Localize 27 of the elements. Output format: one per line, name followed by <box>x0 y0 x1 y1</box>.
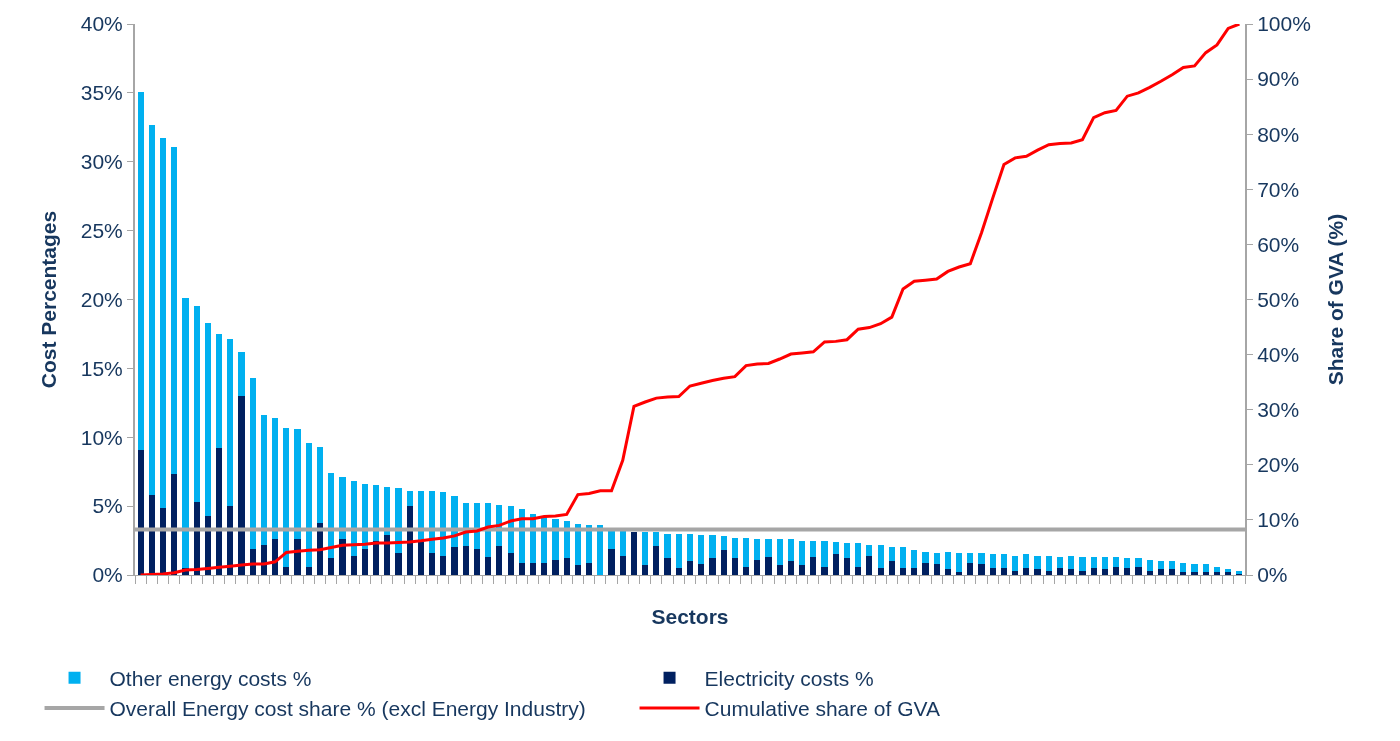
y-tick-label: 5% <box>92 494 123 518</box>
y2-tick-label: 50% <box>1257 287 1300 311</box>
y2-tick-label: 40% <box>1257 342 1300 366</box>
y-tick-label: 15% <box>80 356 123 380</box>
y2-tick-label: 60% <box>1257 232 1300 256</box>
legend-label: Other energy costs % <box>109 666 312 690</box>
y-tick-label: 10% <box>80 425 123 449</box>
y-axis-title: Cost Percentages <box>37 210 61 389</box>
y2-tick-label: 10% <box>1257 508 1300 532</box>
y-tick-label: 0% <box>92 563 123 587</box>
y-tick-label: 20% <box>80 287 123 311</box>
y2-tick-label: 20% <box>1257 453 1300 477</box>
y-tick-label: 35% <box>80 81 123 105</box>
y-tick-label: 30% <box>80 150 123 174</box>
y-tick-label: 40% <box>80 12 123 36</box>
legend-label: Cumulative share of GVA <box>704 697 940 721</box>
y-tick-label: 25% <box>80 218 123 242</box>
y2-tick-label: 80% <box>1257 122 1300 146</box>
y2-tick-label: 0% <box>1257 563 1288 587</box>
y2-tick-label: 30% <box>1257 398 1300 422</box>
legend-label: Overall Energy cost share % (excl Energy Industry) <box>109 697 586 721</box>
y2-axis-title: Share of GVA (%) <box>1323 213 1347 386</box>
y2-tick-label: 90% <box>1257 67 1300 91</box>
y2-tick-label: 100% <box>1257 12 1311 36</box>
legend-label: Electricity costs % <box>704 666 874 690</box>
y2-tick-label: 70% <box>1257 177 1300 201</box>
x-axis-title: Sectors <box>651 605 729 629</box>
